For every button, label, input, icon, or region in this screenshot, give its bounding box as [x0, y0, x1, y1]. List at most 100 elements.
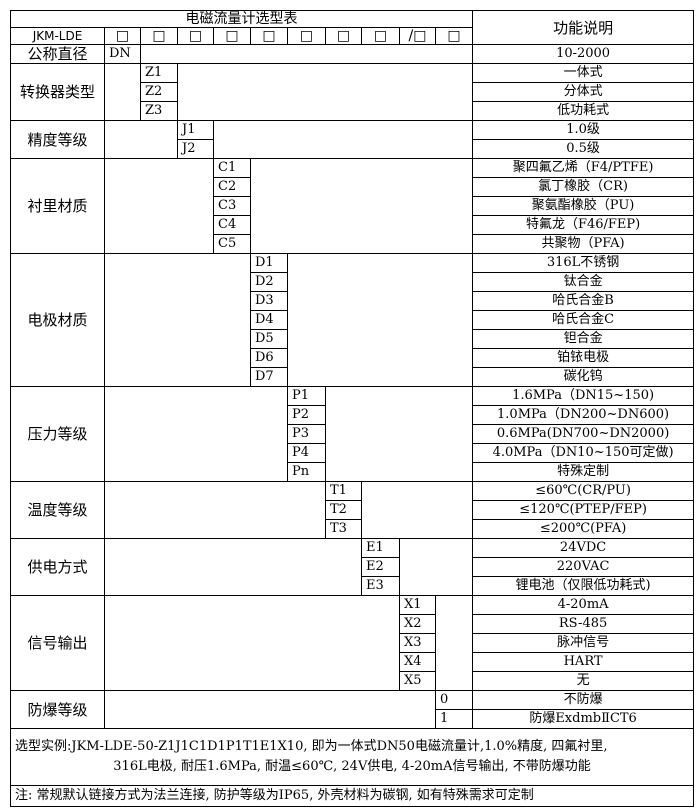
option-row: E2 220VAC	[11, 557, 695, 577]
selection-table: 电磁流量计选型表 功能说明 JKM-LDE □ □ □ □ □ □ □ □/□ □ 公称直径 D…	[9, 10, 695, 807]
option-code: X2	[399, 614, 436, 634]
option-code: E3	[361, 576, 400, 596]
option-function: 4.0MPa（DN10~150可定做)	[472, 443, 695, 463]
option-row: C3 聚氨酯橡胶（PU)	[11, 196, 695, 216]
option-function: 不防爆	[472, 690, 695, 710]
code-placeholder-box: □	[434, 27, 474, 45]
code-placeholder-box: □	[361, 27, 400, 45]
option-function: 316L不锈钢	[472, 253, 695, 273]
nominal-diameter-code: DN	[104, 44, 141, 64]
option-code: J2	[177, 139, 214, 159]
option-function: 脉冲信号	[472, 633, 695, 653]
option-function: 特氟龙（F46/FEP)	[472, 215, 695, 235]
option-code: Pn	[287, 462, 326, 482]
table-title: 电磁流量计选型表	[9, 10, 474, 28]
empty-cell	[104, 690, 436, 729]
option-code: C2	[213, 177, 251, 197]
group-label: 信号输出	[10, 595, 105, 691]
option-function: ≤120℃(PTEP/FEP)	[472, 500, 695, 520]
empty-cell	[139, 44, 474, 64]
option-function: 24VDC	[472, 538, 695, 558]
option-code: D5	[250, 329, 288, 349]
option-function: 共聚物（PFA)	[472, 234, 695, 254]
option-code: D6	[250, 348, 288, 368]
selection-example: 选型实例:JKM-LDE-50-Z1J1C1D1P1T1E1X10, 即为一体式…	[9, 728, 695, 786]
empty-cell	[324, 386, 474, 482]
option-code: X4	[399, 652, 436, 672]
option-row: T2 ≤120℃(PTEP/FEP)	[11, 500, 695, 520]
code-placeholder-box: □	[177, 27, 214, 45]
option-code: E1	[361, 538, 400, 558]
option-code: D7	[250, 367, 288, 387]
group-label: 压力等级	[10, 386, 105, 482]
option-code: 1	[434, 709, 474, 729]
option-code: X1	[399, 595, 436, 615]
option-function: 哈氏合金C	[472, 310, 695, 330]
option-code: P4	[287, 443, 326, 463]
option-function: 碳化钨	[472, 367, 695, 387]
empty-cell	[104, 120, 178, 159]
option-code: P3	[287, 424, 326, 444]
option-code: P2	[287, 405, 326, 425]
option-function: 分体式	[472, 82, 695, 102]
empty-cell	[104, 481, 326, 539]
option-function: HART	[472, 652, 695, 672]
option-row: D4 哈氏合金C	[11, 310, 695, 330]
option-function: 0.5级	[472, 139, 695, 159]
option-function: 钛合金	[472, 272, 695, 292]
option-row: Pn 特殊定制	[11, 462, 695, 482]
group-label: 电极材质	[10, 253, 105, 387]
option-code: Z3	[140, 101, 178, 121]
empty-cell	[176, 63, 474, 121]
option-row: 衬里材质 C1 聚四氟乙烯（F4/PTFE)	[10, 158, 695, 254]
option-code: T1	[325, 481, 362, 501]
option-row: 电极材质 D1 316L不锈钢	[10, 253, 695, 387]
option-code: X3	[399, 633, 436, 653]
code-placeholder-box: □	[325, 27, 362, 45]
option-function: 0.6MPa(DN700~DN2000)	[472, 424, 695, 444]
empty-cell	[104, 253, 251, 387]
option-function: ≤60℃(CR/PU)	[472, 481, 695, 501]
empty-cell	[212, 120, 474, 159]
option-row: T3 ≤200℃(PFA)	[11, 519, 695, 539]
nominal-diameter-range: 10-2000	[472, 44, 695, 64]
group-label: 精度等级	[10, 120, 105, 159]
option-function: 哈氏合金B	[472, 291, 695, 311]
option-function: 1.0级	[472, 120, 695, 140]
group-label: 衬里材质	[10, 158, 105, 254]
option-code: D2	[250, 272, 288, 292]
empty-cell	[360, 481, 474, 539]
option-row: D3 哈氏合金B	[11, 291, 695, 311]
option-row: X3 脉冲信号	[11, 633, 695, 653]
empty-cell	[104, 63, 141, 121]
option-row: X2 RS-485	[11, 614, 695, 634]
option-function: 220VAC	[472, 557, 695, 577]
option-code: Z2	[140, 82, 178, 102]
option-function: 聚四氟乙烯（F4/PTFE)	[472, 158, 695, 178]
code-placeholder-box: □	[250, 27, 288, 45]
option-code: P1	[287, 386, 326, 406]
option-function: 低功耗式	[472, 101, 695, 121]
option-row: X5 无	[11, 671, 695, 691]
code-placeholder-box: □	[104, 27, 141, 45]
option-row: 压力等级 P1 1.6MPa（DN15~150)	[10, 386, 695, 482]
option-row: 精度等级 J1 1.0级	[10, 120, 695, 159]
option-row: X4 HART	[11, 652, 695, 672]
option-code: T2	[325, 500, 362, 520]
option-function: 氯丁橡胶（CR)	[472, 177, 695, 197]
code-placeholder-box: □	[140, 27, 178, 45]
option-function: 一体式	[472, 63, 695, 83]
empty-cell	[104, 386, 288, 482]
option-code: J1	[177, 120, 214, 140]
option-code: D3	[250, 291, 288, 311]
option-function: 1.6MPa（DN15~150)	[472, 386, 695, 406]
option-row: Z3 低功耗式	[11, 101, 695, 121]
option-function: 4-20mA	[472, 595, 695, 615]
code-placeholder-box: □	[213, 27, 251, 45]
option-code: D4	[250, 310, 288, 330]
example-line-1: 选型实例:JKM-LDE-50-Z1J1C1D1P1T1E1X10, 即为一体式…	[15, 739, 608, 754]
option-function: 无	[472, 671, 695, 691]
empty-cell	[104, 538, 362, 596]
empty-cell	[104, 595, 400, 691]
option-code: D1	[250, 253, 288, 273]
